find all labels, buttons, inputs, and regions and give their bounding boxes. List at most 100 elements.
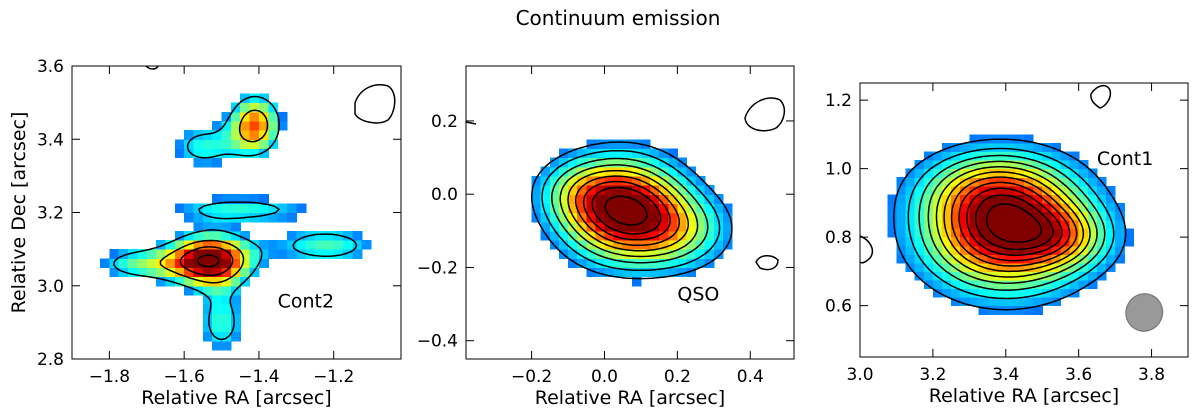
noise-contour <box>755 255 779 271</box>
image-pixel <box>1096 254 1107 264</box>
image-pixel <box>230 239 241 250</box>
image-pixel <box>1069 279 1080 290</box>
image-pixel <box>622 249 633 259</box>
image-pixel <box>896 245 907 255</box>
image-pixel <box>659 194 669 204</box>
figure-title: Continuum emission <box>516 6 721 30</box>
image-pixel <box>713 239 724 250</box>
image-pixel <box>896 228 907 238</box>
image-pixel <box>193 239 204 250</box>
image-pixel <box>1106 245 1116 255</box>
x-axis-label: Relative RA [arcsec] <box>929 385 1119 407</box>
contour-level-10 <box>974 194 1054 251</box>
image-pixel <box>146 258 157 269</box>
image-pixel <box>978 177 989 187</box>
image-pixel <box>230 331 241 342</box>
image-pixel <box>540 166 551 177</box>
panel-cont1: 3.0 3.2 3.4 3.6 3.8 0.6 0.8 1.0 1.2 Relative RA [… <box>825 82 1189 407</box>
image-pixel <box>613 221 624 232</box>
image-pixel <box>568 230 578 241</box>
image-pixel <box>613 175 624 186</box>
image-pixel <box>568 203 578 214</box>
image-pixel <box>978 134 989 144</box>
image-pixel <box>258 102 269 113</box>
image-pixel <box>960 288 970 298</box>
image-pixel <box>1042 142 1052 153</box>
image-pixel <box>558 157 569 168</box>
image-pixel <box>1096 211 1107 221</box>
image-pixel <box>704 239 715 250</box>
x-tick-label: −1.4 <box>238 367 279 387</box>
image-pixel <box>324 249 335 259</box>
image-pixel <box>1042 262 1052 272</box>
image-pixel <box>668 157 678 168</box>
image-pixel <box>352 249 363 259</box>
image-pixel <box>277 203 288 214</box>
image-pixel <box>978 271 989 281</box>
image-pixel <box>230 258 241 269</box>
image-pixel <box>923 185 934 195</box>
image-pixel <box>969 168 980 178</box>
image-pixel <box>286 212 297 223</box>
image-pixel <box>923 237 934 247</box>
image-pixel <box>668 185 678 195</box>
image-pixel <box>230 230 241 241</box>
image-pixel <box>914 245 925 255</box>
image-pixel <box>896 202 907 213</box>
image-pixel <box>1042 288 1052 298</box>
contour-level-11 <box>985 203 1043 243</box>
image-pixel <box>923 168 934 178</box>
image-pixel <box>586 166 596 177</box>
contour-level-7 <box>582 180 671 241</box>
image-pixel <box>1014 151 1025 161</box>
image-pixel <box>695 221 706 232</box>
image-pixel <box>558 148 569 159</box>
image-pixel <box>184 267 195 278</box>
image-pixel <box>942 288 952 298</box>
image-pixel <box>987 279 998 290</box>
image-pixel <box>987 185 998 195</box>
image-pixel <box>686 230 697 241</box>
image-pixel <box>1106 254 1116 264</box>
image-pixel <box>914 194 925 204</box>
image-pixel <box>286 249 297 259</box>
image-pixel <box>932 228 943 238</box>
image-pixel <box>631 185 642 195</box>
image-pixel <box>595 175 606 186</box>
image-pixel <box>193 148 204 159</box>
image-pixel <box>230 249 241 259</box>
image-pixel <box>221 313 232 323</box>
image-pixel <box>914 177 925 187</box>
image-pixel <box>640 175 651 186</box>
image-pixel <box>650 203 660 214</box>
image-pixel <box>978 211 989 221</box>
y-tick-label: 0.6 <box>825 297 852 317</box>
image-pixel <box>193 276 204 287</box>
image-pixel <box>1096 228 1107 238</box>
image-pixel <box>558 194 569 204</box>
image-pixel <box>640 194 651 204</box>
image-pixel <box>978 254 989 264</box>
image-pixel <box>677 212 688 223</box>
image-pixel <box>704 249 715 259</box>
image-pixel <box>905 168 916 178</box>
image-pixel <box>118 258 129 269</box>
image-pixel <box>1060 211 1071 221</box>
image-pixel <box>221 331 232 342</box>
image-pixel <box>531 194 542 204</box>
image-pixel <box>604 230 615 241</box>
image-pixel <box>1014 262 1025 272</box>
image-pixel <box>221 249 232 259</box>
image-pixel <box>722 230 733 241</box>
image-pixel <box>221 203 232 214</box>
image-pixel <box>568 175 578 186</box>
image-pixel <box>905 211 916 221</box>
image-pixel <box>969 202 980 213</box>
image-pixel <box>996 228 1007 238</box>
image-pixel <box>1051 228 1062 238</box>
image-pixel <box>650 249 660 259</box>
x-tick-label: −1.2 <box>313 367 354 387</box>
image-pixel <box>577 203 587 214</box>
image-pixel <box>258 239 269 250</box>
image-pixel <box>996 297 1007 307</box>
